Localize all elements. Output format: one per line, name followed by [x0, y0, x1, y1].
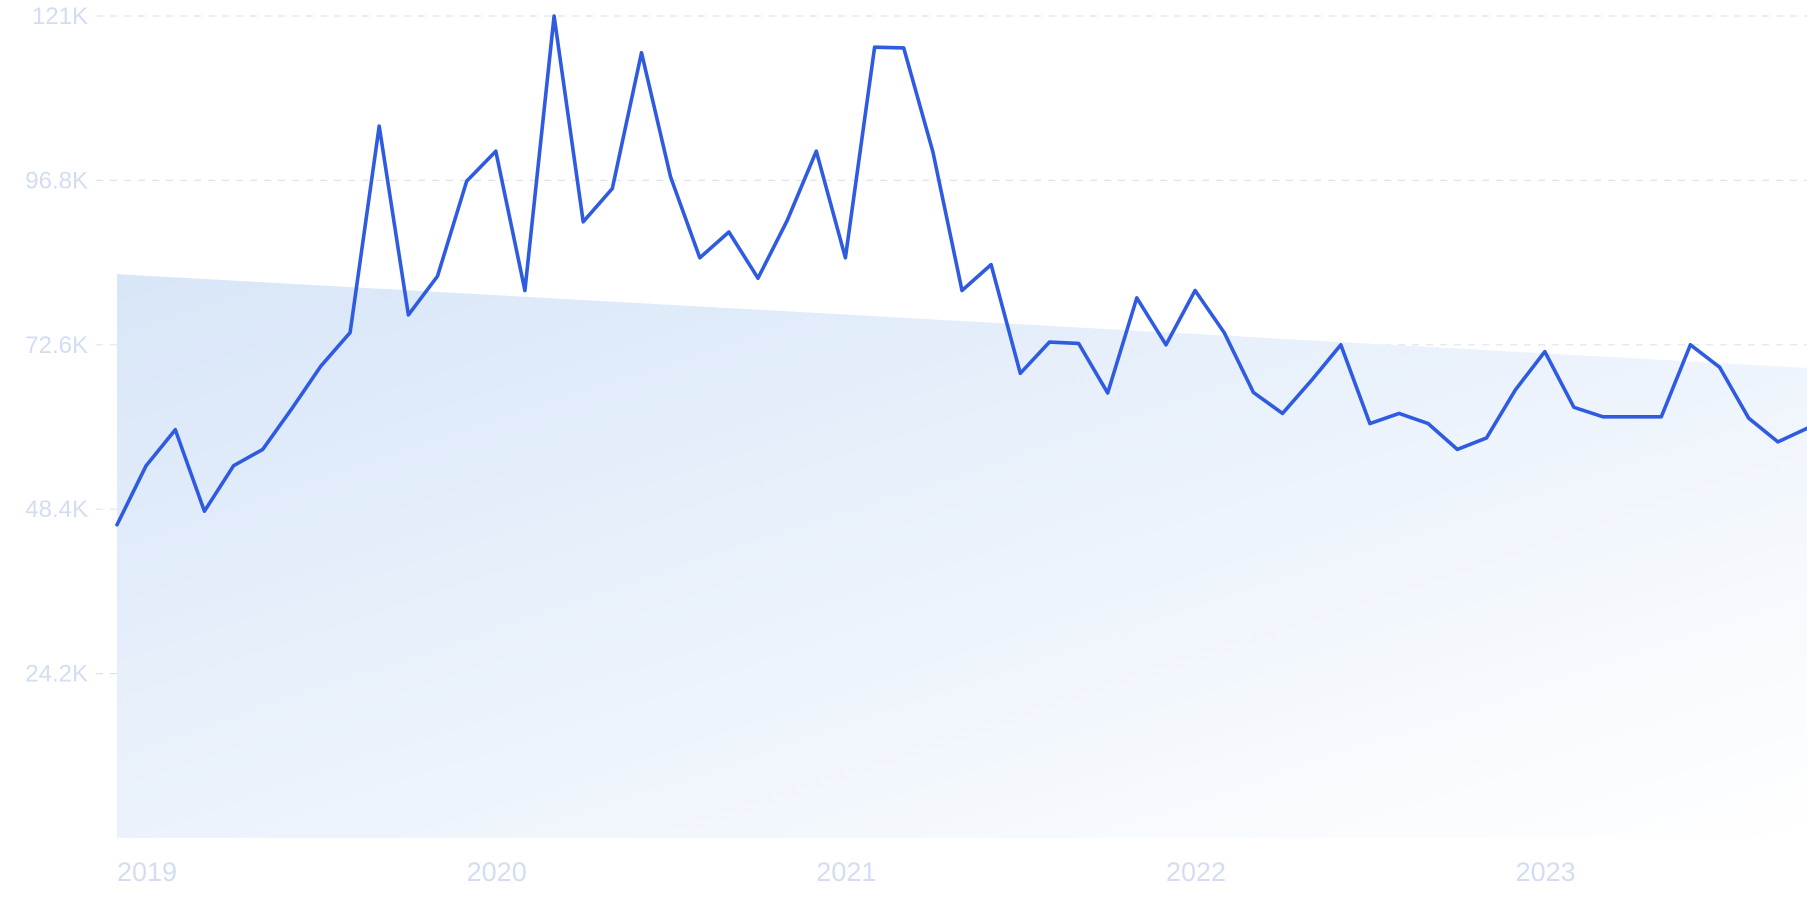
y-axis: 24.2K 48.4K 72.6K 96.8K 121K: [25, 3, 88, 688]
trend-area: [117, 274, 1807, 838]
trend-fill: [117, 274, 1807, 838]
x-tick-label: 2020: [467, 857, 527, 887]
x-axis: 2019 2020 2021 2022 2023: [117, 857, 1576, 887]
y-tick-label: 96.8K: [25, 167, 88, 194]
y-tick-label: 24.2K: [25, 661, 88, 688]
x-tick-label: 2021: [816, 857, 876, 887]
series-line-path: [115, 14, 1807, 527]
y-tick-label: 121K: [32, 3, 88, 30]
series-line: [115, 14, 1807, 527]
x-tick-label: 2023: [1516, 857, 1576, 887]
y-tick-label: 72.6K: [25, 332, 88, 359]
x-tick-label: 2019: [117, 857, 177, 887]
y-tick-label: 48.4K: [25, 496, 88, 523]
x-tick-label: 2022: [1166, 857, 1226, 887]
